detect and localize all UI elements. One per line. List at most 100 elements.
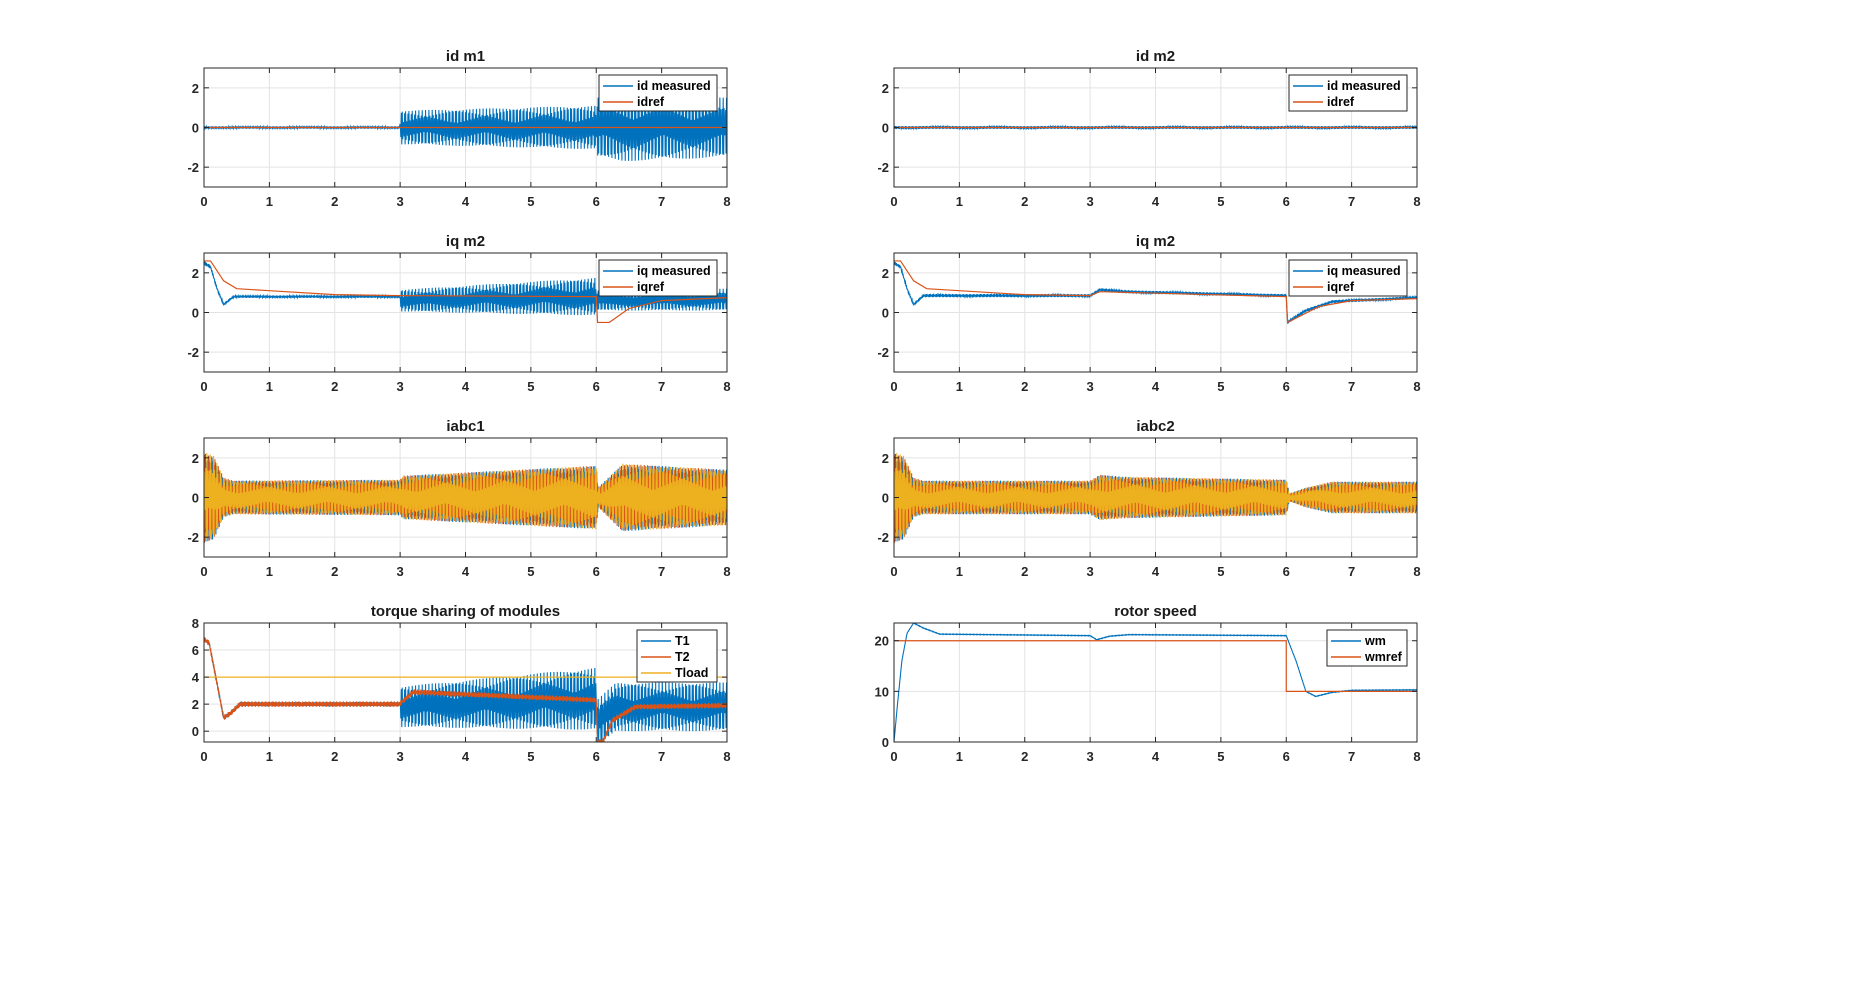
legend-label: wm — [1364, 634, 1386, 648]
x-tick-label: 5 — [1217, 749, 1224, 764]
x-tick-label: 8 — [723, 194, 730, 209]
x-tick-label: 3 — [397, 379, 404, 394]
x-tick-label: 5 — [527, 379, 534, 394]
x-tick-label: 6 — [1283, 379, 1290, 394]
legend-box — [1288, 259, 1408, 297]
x-tick-label: 8 — [723, 564, 730, 579]
x-tick-label: 3 — [1087, 749, 1094, 764]
y-tick-label: 2 — [192, 697, 199, 712]
series-layer — [894, 124, 1417, 131]
x-tick-label: 4 — [1152, 564, 1160, 579]
y-tick-label: 2 — [882, 266, 889, 281]
legend-label: id measured — [1327, 79, 1401, 93]
legend: iq measured iqref — [1288, 259, 1408, 297]
x-tick-label: 4 — [1152, 194, 1160, 209]
x-tick-label: 3 — [397, 749, 404, 764]
x-tick-label: 8 — [1413, 194, 1420, 209]
chart-title: id m1 — [446, 48, 485, 65]
series-line-2 — [204, 453, 727, 539]
series-layer — [894, 623, 1417, 742]
y-tick-label: 8 — [192, 616, 199, 631]
x-tick-label: 1 — [956, 564, 963, 579]
legend-label: Tload — [675, 666, 708, 680]
x-tick-label: 3 — [1087, 379, 1094, 394]
x-tick-label: 6 — [593, 194, 600, 209]
chart-0: 0 1 2 3 4 5 6 7 8 -2 0 2 id m1 id measured idref — [187, 48, 730, 209]
y-tick-label: 2 — [882, 451, 889, 466]
x-tick-label: 0 — [890, 379, 897, 394]
x-tick-label: 1 — [956, 194, 963, 209]
y-tick-label: 0 — [192, 306, 199, 321]
series-layer — [204, 260, 727, 324]
chart-3: 0 1 2 3 4 5 6 7 8 -2 0 2 iq m2 iq measured iqref — [877, 233, 1420, 394]
x-tick-label: 8 — [1413, 749, 1420, 764]
y-tick-label: 0 — [192, 724, 199, 739]
x-tick-label: 4 — [462, 564, 470, 579]
x-tick-label: 5 — [1217, 379, 1224, 394]
x-tick-label: 5 — [527, 194, 534, 209]
x-tick-label: 2 — [331, 749, 338, 764]
x-tick-label: 0 — [890, 194, 897, 209]
legend-box — [598, 74, 718, 112]
chart-title: iabc2 — [1136, 418, 1174, 435]
x-tick-label: 4 — [462, 379, 470, 394]
x-tick-label: 0 — [890, 749, 897, 764]
chart-title: iq m2 — [446, 233, 485, 250]
y-tick-label: 2 — [192, 451, 199, 466]
x-tick-label: 1 — [266, 379, 273, 394]
legend-box — [1288, 74, 1408, 112]
chart-title: iabc1 — [446, 418, 484, 435]
chart-7: 0 1 2 3 4 5 6 7 8 0 10 20 rotor speed wm wmref — [875, 603, 1421, 764]
series-layer — [894, 453, 1417, 543]
x-tick-label: 2 — [331, 194, 338, 209]
y-tick-label: 0 — [192, 491, 199, 506]
x-tick-label: 6 — [593, 749, 600, 764]
y-tick-label: 0 — [882, 121, 889, 136]
y-tick-label: -2 — [187, 160, 199, 175]
series-line-0 — [204, 261, 727, 316]
legend-box — [598, 259, 718, 297]
legend-label: iq measured — [637, 264, 711, 278]
x-tick-label: 5 — [527, 564, 534, 579]
legend-label: iq measured — [1327, 264, 1401, 278]
chart-4: 0 1 2 3 4 5 6 7 8 -2 0 2 iabc1 — [187, 418, 730, 579]
x-tick-label: 1 — [266, 194, 273, 209]
y-tick-label: 4 — [192, 670, 200, 685]
x-tick-label: 0 — [890, 564, 897, 579]
x-tick-label: 0 — [200, 564, 207, 579]
y-tick-label: -2 — [877, 530, 889, 545]
x-tick-label: 5 — [1217, 564, 1224, 579]
x-tick-label: 7 — [1348, 379, 1355, 394]
chart-title: id m2 — [1136, 48, 1175, 65]
legend: wm wmref — [1326, 629, 1408, 667]
x-tick-label: 1 — [956, 749, 963, 764]
legend-label: idref — [1327, 95, 1355, 109]
x-tick-label: 1 — [266, 749, 273, 764]
x-tick-label: 2 — [331, 379, 338, 394]
series-line-1 — [204, 260, 727, 324]
y-tick-label: 2 — [882, 81, 889, 96]
x-tick-label: 3 — [1087, 194, 1094, 209]
x-tick-label: 7 — [1348, 749, 1355, 764]
y-tick-label: 10 — [875, 684, 889, 699]
x-tick-label: 4 — [462, 749, 470, 764]
y-tick-label: -2 — [187, 530, 199, 545]
x-tick-label: 2 — [331, 564, 338, 579]
chart-title: torque sharing of modules — [371, 603, 560, 620]
x-tick-label: 2 — [1021, 749, 1028, 764]
legend-label: id measured — [637, 79, 711, 93]
y-tick-label: 20 — [875, 634, 889, 649]
legend-label: T1 — [675, 634, 690, 648]
chart-1: 0 1 2 3 4 5 6 7 8 -2 0 2 id m2 id measured idref — [877, 48, 1420, 209]
x-tick-label: 4 — [1152, 749, 1160, 764]
series-layer — [204, 453, 727, 543]
series-line-1 — [894, 260, 1417, 324]
x-tick-label: 6 — [1283, 564, 1290, 579]
chart-2: 0 1 2 3 4 5 6 7 8 -2 0 2 iq m2 iq measured iqref — [187, 233, 730, 394]
legend: iq measured iqref — [598, 259, 718, 297]
x-tick-label: 3 — [397, 194, 404, 209]
y-tick-label: 2 — [192, 266, 199, 281]
y-tick-label: -2 — [877, 160, 889, 175]
series-line-0 — [894, 623, 1417, 742]
y-tick-label: -2 — [877, 345, 889, 360]
